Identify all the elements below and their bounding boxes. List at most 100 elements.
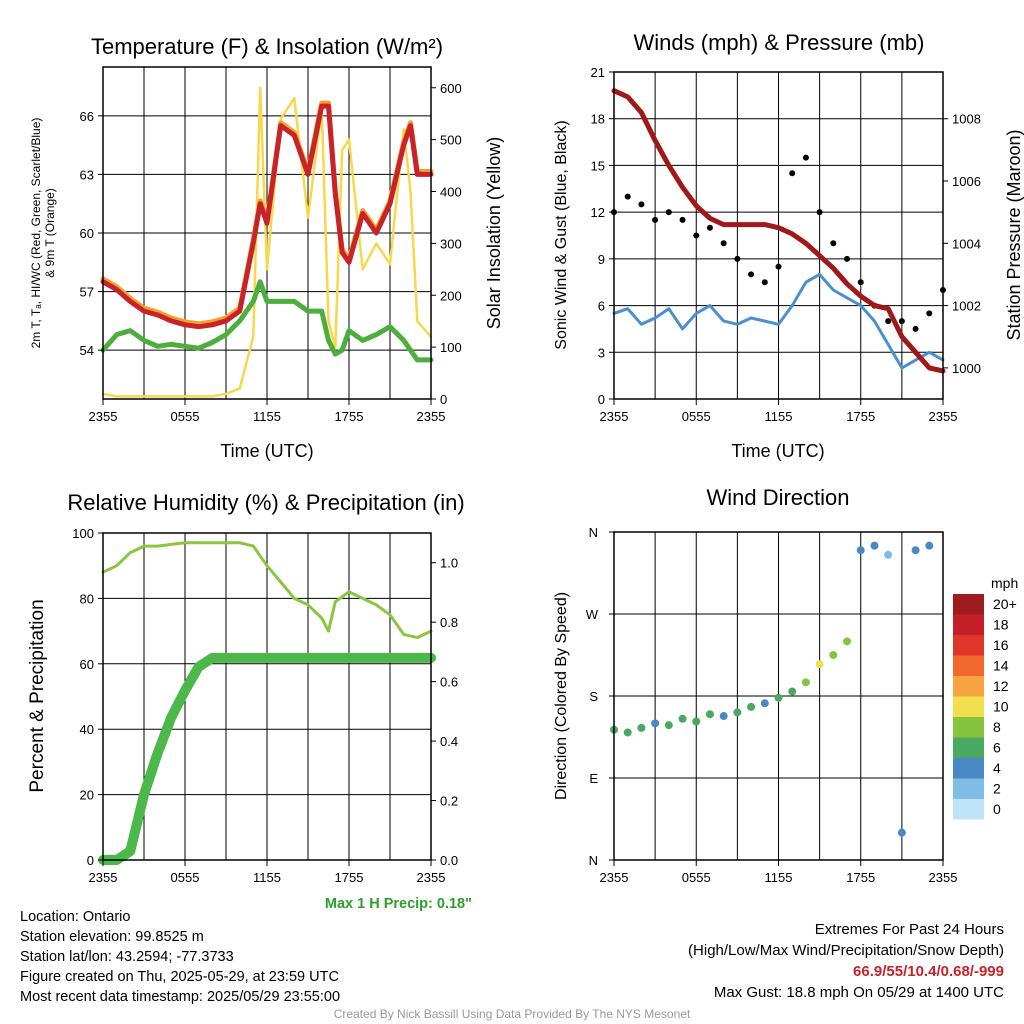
speed-legend-swatch <box>953 614 984 635</box>
gust-point <box>734 255 741 262</box>
temperature-title: Temperature (F) & Insolation (W/m²) <box>91 34 443 59</box>
latlon-text: Station lat/lon: 43.2594; -77.3733 <box>20 949 234 965</box>
gust-point <box>679 216 686 223</box>
speed-legend-swatch <box>953 655 984 676</box>
speed-legend-label: 20+ <box>993 596 1017 612</box>
dir-x-tick-label: 2355 <box>600 870 629 885</box>
two-meter-temp-line <box>100 103 434 330</box>
direction-point <box>774 693 783 702</box>
direction-point <box>925 541 934 550</box>
temp-y2-tick-label: 400 <box>440 185 462 200</box>
temperature-y-ticks: 54 57 60 63 66 <box>80 109 103 358</box>
gust-point <box>830 240 837 247</box>
speed-legend-swatch <box>953 594 984 615</box>
direction-point <box>788 687 797 696</box>
extremes-subtitle: (High/Low/Max Wind/Precipitation/Snow De… <box>688 942 1004 959</box>
direction-series <box>610 541 934 837</box>
speed-legend-label: 16 <box>993 637 1009 653</box>
winds-grid <box>614 72 943 399</box>
temp-y2-tick-label: 600 <box>440 81 462 96</box>
wind-y-tick-label: 9 <box>598 252 605 267</box>
direction-point <box>843 637 852 646</box>
winds-y2-ticks: 1000 1002 1004 1006 1008 <box>943 112 981 376</box>
direction-point <box>733 708 742 717</box>
speed-legend-swatch <box>953 717 984 738</box>
direction-x-ticks: 2355 0555 1155 1755 2355 <box>600 860 957 885</box>
rh-y2-tick-label: 0.6 <box>440 675 458 690</box>
gust-point <box>885 318 892 325</box>
rh-x-tick-label: 1155 <box>253 870 281 885</box>
wind-y2-tick-label: 1008 <box>952 112 981 127</box>
gust-point <box>652 216 659 223</box>
gust-point <box>748 271 755 278</box>
dir-y-tick-label: N <box>589 525 598 540</box>
speed-legend-label: 0 <box>993 801 1001 817</box>
winds-y2-label: Station Pressure (Maroon) <box>1004 129 1024 340</box>
wind-y-tick-label: 3 <box>598 345 605 360</box>
speed-legend-label: 10 <box>993 699 1009 715</box>
direction-point <box>623 728 632 737</box>
gust-point <box>624 193 631 200</box>
recent-data-text: Most recent data timestamp: 2025/05/29 2… <box>20 989 341 1005</box>
station-info: Location: Ontario Station elevation: 99.… <box>20 907 340 1007</box>
temperature-x-ticks: 2355 0555 1155 1755 2355 <box>89 399 446 424</box>
temperature-y2-label: Solar Insolation (Yellow) <box>484 137 504 329</box>
direction-y-ticks: N E S W N <box>586 525 614 868</box>
temp-y2-tick-label: 300 <box>440 236 462 251</box>
wind-y2-tick-label: 1006 <box>952 174 981 189</box>
wind-y-tick-label: 0 <box>598 392 605 407</box>
wind-x-tick-label: 1755 <box>846 409 875 424</box>
dewpoint-line <box>100 279 434 363</box>
temp-y-tick-label: 60 <box>80 226 94 241</box>
gust-point <box>857 279 864 286</box>
rh-y2-tick-label: 1.0 <box>440 556 458 571</box>
direction-point <box>719 712 728 721</box>
sonic-wind-line <box>612 272 945 370</box>
rh-x-tick-label: 0555 <box>171 870 200 885</box>
speed-legend-swatch <box>953 778 984 799</box>
humidity-grid <box>103 533 431 860</box>
direction-point <box>911 546 920 555</box>
humidity-title: Relative Humidity (%) & Precipitation (i… <box>67 490 464 515</box>
direction-point <box>678 714 687 723</box>
speed-legend-swatch <box>953 635 984 656</box>
direction-grid <box>614 532 943 860</box>
temperature-y-label-2: & 9m T (Orange) <box>43 188 57 278</box>
humidity-y-ticks: 0 20 40 60 80 100 <box>72 526 103 868</box>
rh-y-tick-label: 60 <box>80 657 94 672</box>
direction-point <box>664 721 673 730</box>
extremes-title: Extremes For Past 24 Hours <box>814 921 1004 938</box>
temp-x-tick-label: 2355 <box>417 409 446 424</box>
speed-legend-swatch <box>953 737 984 758</box>
direction-point <box>692 717 701 726</box>
winds-y-ticks: 0 3 6 9 12 15 18 21 <box>591 65 614 407</box>
rh-y2-tick-label: 0.2 <box>440 794 458 809</box>
winds-x-ticks: 2355 0555 1155 1755 2355 <box>600 399 958 424</box>
winds-panel: Winds (mph) & Pressure (mb) 0 3 6 9 12 15 18 21… <box>553 30 1024 461</box>
temp-y-tick-label: 66 <box>80 109 94 124</box>
wind-x-tick-label: 0555 <box>682 409 711 424</box>
station-pressure-line <box>611 88 946 374</box>
humidity-panel: Relative Humidity (%) & Precipitation (i… <box>27 490 465 885</box>
temp-y-tick-label: 57 <box>80 285 94 300</box>
direction-point <box>897 828 906 837</box>
created-text: Figure created on Thu, 2025-05-29, at 23… <box>20 969 339 985</box>
direction-point <box>705 710 714 719</box>
humidity-y-label: Percent & Precipitation <box>27 599 48 792</box>
dir-y-tick-label: E <box>589 771 598 786</box>
gust-point <box>761 279 768 286</box>
credit-text: Created By Nick Bassill Using Data Provi… <box>333 1007 691 1021</box>
wind-x-tick-label: 2355 <box>929 409 958 424</box>
direction-point <box>801 678 810 687</box>
dir-x-tick-label: 1155 <box>765 870 793 885</box>
speed-legend-label: 8 <box>993 719 1001 735</box>
temperature-x-label: Time (UTC) <box>220 441 313 461</box>
speed-legend-label: 2 <box>993 781 1001 797</box>
speed-legend-label: 14 <box>993 658 1009 674</box>
dir-x-tick-label: 0555 <box>682 870 711 885</box>
direction-point <box>651 719 660 728</box>
wind-y-tick-label: 18 <box>591 112 605 127</box>
winds-title: Winds (mph) & Pressure (mb) <box>634 30 925 55</box>
temperature-y-label: 2m T, Tₐ, HI/WC (Red, Green, Scarlet/Blu… <box>29 118 43 349</box>
speed-legend: mph 20+ 18 16 14 12 10 8 6 4 2 0 <box>953 575 1018 820</box>
